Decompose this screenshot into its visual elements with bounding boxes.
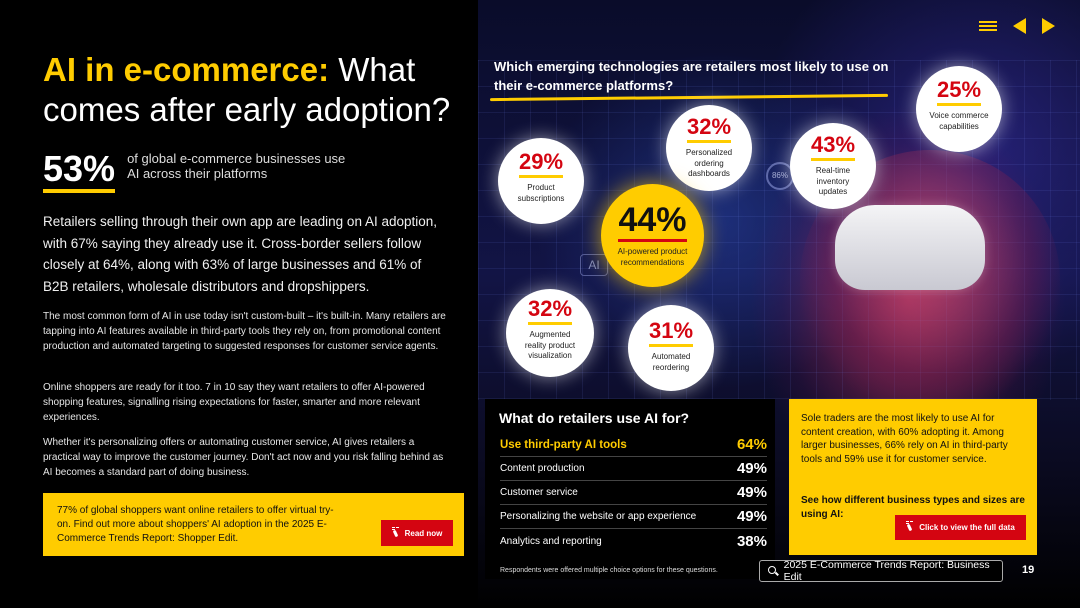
row-value: 38% xyxy=(736,532,767,550)
bubble-ar-visualization: 32% Augmented reality product visualizat… xyxy=(506,289,594,377)
question-title: Which emerging technologies are retailer… xyxy=(494,59,889,93)
row-label: Customer service xyxy=(500,487,578,498)
bubble-product-recommendations: 44% AI-powered product recommendations xyxy=(601,184,704,287)
bubble-label: AI-powered product recommendations xyxy=(617,247,688,267)
key-stat-desc: of global e-commerce businesses use AI a… xyxy=(127,151,346,181)
table-row: Use third-party AI tools 64% xyxy=(500,433,767,457)
row-value: 64% xyxy=(736,436,767,453)
bubble-percent: 29% xyxy=(518,150,564,178)
row-value: 49% xyxy=(736,460,767,477)
callout-cta: See how different business types and siz… xyxy=(801,495,1025,520)
business-types-callout: Sole traders are the most likely to use … xyxy=(789,399,1037,555)
title-accent: AI in e-commerce: xyxy=(43,51,330,88)
bubble-label: Personalized ordering dashboards xyxy=(685,148,733,178)
view-full-data-label: Click to view the full data xyxy=(919,523,1015,532)
row-label: Personalizing the website or app experie… xyxy=(500,511,697,522)
ai-chip-decoration: AI xyxy=(580,254,608,276)
prev-page-icon[interactable] xyxy=(1013,18,1026,34)
bubble-percent: 44% xyxy=(618,202,687,242)
bubble-automated-reordering: 31% Automated reordering xyxy=(628,305,714,391)
read-now-label: Read now xyxy=(404,528,443,538)
vr-headset-image xyxy=(835,205,985,290)
bubble-inventory-updates: 43% Real-time inventory updates xyxy=(790,123,876,209)
promo-text: 77% of global shoppers want online retai… xyxy=(57,505,334,544)
bubble-ordering-dashboards: 32% Personalized ordering dashboards xyxy=(666,105,752,191)
page-nav xyxy=(979,18,1055,34)
bubble-label: Automated reordering xyxy=(651,352,691,372)
bubble-label: Real-time inventory updates xyxy=(815,166,851,196)
bubble-percent: 25% xyxy=(936,78,982,106)
body-paragraph: Whether it's personalizing offers or aut… xyxy=(43,437,444,478)
bubble-label: Augmented reality product visualization xyxy=(524,330,576,360)
page-title: AI in e-commerce: What comes after early… xyxy=(43,50,453,130)
body-paragraph: Online shoppers are ready for it too. 7 … xyxy=(43,382,425,423)
panel-title: What do retailers use AI for? xyxy=(499,410,690,426)
row-value: 49% xyxy=(736,484,767,501)
page-number: 19 xyxy=(1022,564,1035,576)
bubble-product-subscriptions: 29% Product subscriptions xyxy=(498,138,584,224)
bubble-percent: 32% xyxy=(686,115,732,143)
table-row: Content production 49% xyxy=(500,457,767,481)
title-rest: What comes after early adoption? xyxy=(43,51,451,128)
bubble-percent: 43% xyxy=(810,133,856,161)
lead-paragraph: Retailers selling through their own app … xyxy=(43,214,438,294)
report-search-label: 2025 E-Commerce Trends Report: Business … xyxy=(783,559,990,583)
bubble-label: Voice commerce capabilities xyxy=(929,111,989,131)
view-full-data-button[interactable]: Click to view the full data xyxy=(895,515,1026,540)
row-value: 49% xyxy=(736,508,767,525)
table-row: Analytics and reporting 38% xyxy=(500,529,767,553)
search-icon xyxy=(768,566,778,576)
footnote: Respondents were offered multiple choice… xyxy=(500,567,718,574)
next-page-icon[interactable] xyxy=(1042,18,1055,34)
table-row: Customer service 49% xyxy=(500,481,767,505)
bubble-percent: 32% xyxy=(527,297,573,325)
pointer-icon xyxy=(906,523,915,532)
bubble-label: Product subscriptions xyxy=(517,183,565,203)
key-stat-value: 53% xyxy=(43,150,116,193)
bubble-percent: 31% xyxy=(648,319,694,347)
key-stat: 53% of global e-commerce businesses use … xyxy=(43,150,357,193)
read-now-button[interactable]: Read now xyxy=(381,520,453,546)
promo-banner: 77% of global shoppers want online retai… xyxy=(43,493,464,556)
article-column: AI in e-commerce: What comes after early… xyxy=(43,50,453,478)
table-row: Personalizing the website or app experie… xyxy=(500,505,767,529)
body-paragraph: The most common form of AI in use today … xyxy=(43,311,446,352)
ai-uses-panel: What do retailers use AI for? xyxy=(485,399,775,579)
row-label: Content production xyxy=(500,463,585,474)
menu-icon[interactable] xyxy=(979,19,997,33)
row-label: Use third-party AI tools xyxy=(500,438,627,451)
callout-text: Sole traders are the most likely to use … xyxy=(801,413,1008,465)
report-search-link[interactable]: 2025 E-Commerce Trends Report: Business … xyxy=(759,559,1003,583)
bubble-voice-commerce: 25% Voice commerce capabilities xyxy=(916,66,1002,152)
row-label: Analytics and reporting xyxy=(500,535,602,547)
pointer-icon xyxy=(391,528,401,538)
